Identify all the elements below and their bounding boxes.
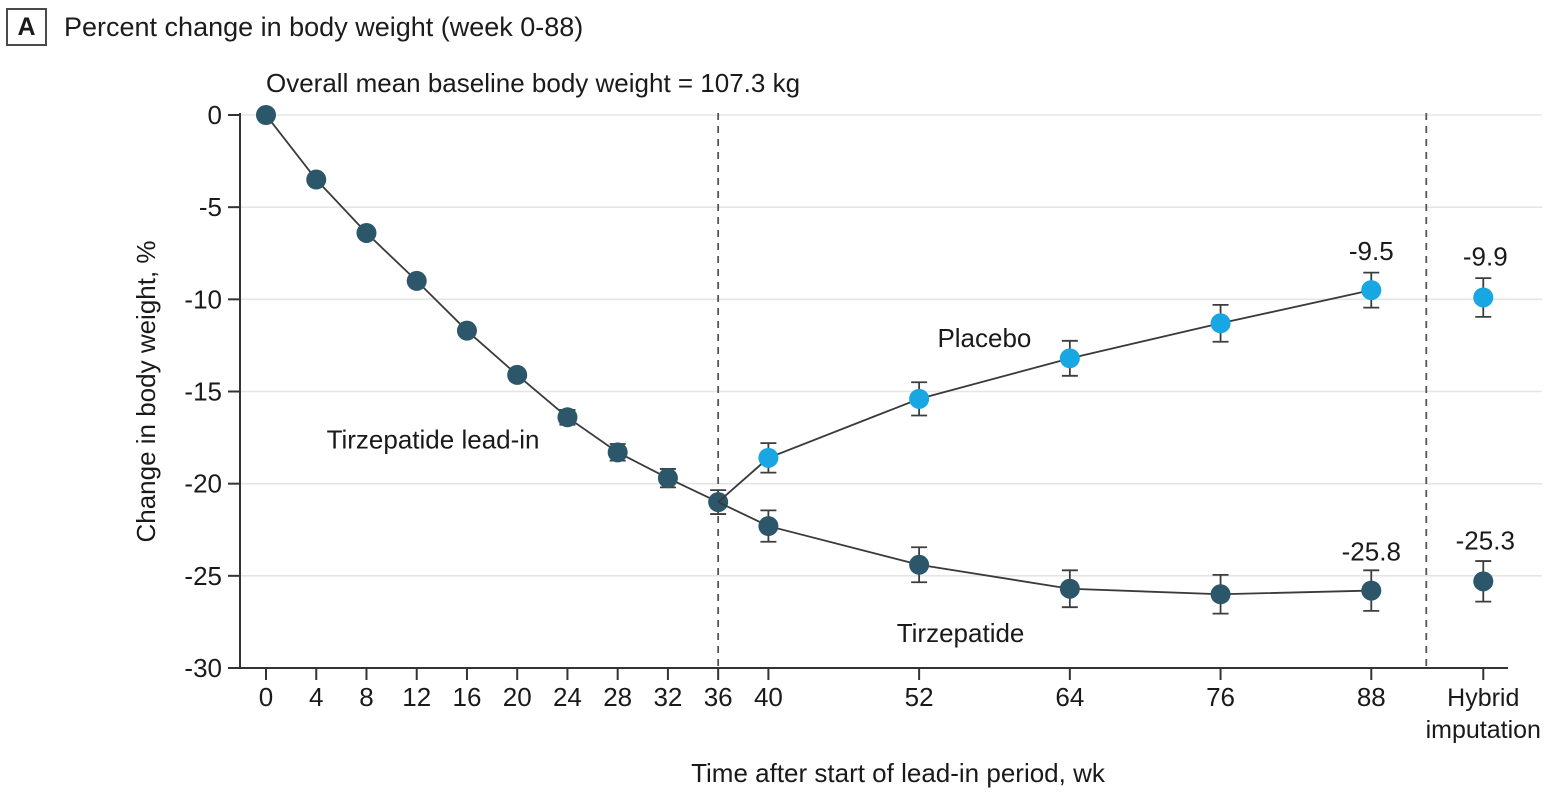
data-point xyxy=(657,468,678,489)
y-tick-label: -10 xyxy=(184,284,222,314)
x-tick-label-hybrid: Hybrid xyxy=(1447,684,1519,712)
data-point xyxy=(1059,578,1080,599)
x-tick-label: 8 xyxy=(359,682,373,712)
x-tick-label: 40 xyxy=(754,682,783,712)
data-point xyxy=(607,442,628,463)
value-label-hybrid: -9.9 xyxy=(1463,241,1508,271)
y-tick-label: -15 xyxy=(184,377,222,407)
x-tick-label: 32 xyxy=(653,682,682,712)
data-point xyxy=(306,169,327,190)
data-point xyxy=(909,554,930,575)
x-tick-label: 76 xyxy=(1206,682,1235,712)
x-tick-label: 12 xyxy=(402,682,431,712)
series-label-tirzepatide: Tirzepatide xyxy=(897,618,1025,648)
series-line-tirzepatide xyxy=(717,501,1372,596)
x-tick-label: 64 xyxy=(1055,682,1084,712)
data-point xyxy=(406,270,427,291)
data-point-hybrid xyxy=(1473,287,1494,308)
y-tick-label: -20 xyxy=(184,469,222,499)
x-tick-label: 4 xyxy=(309,682,323,712)
y-tick-label: -5 xyxy=(199,192,222,222)
x-tick-label: 36 xyxy=(704,682,733,712)
x-tick-label-hybrid: imputation xyxy=(1426,716,1541,744)
data-point xyxy=(758,516,779,537)
series-label-placebo: Placebo xyxy=(937,323,1031,353)
panel-title: Percent change in body weight (week 0-88… xyxy=(64,11,584,42)
series-line-placebo xyxy=(717,289,1372,503)
series-tirzepatide: -25.8 -25.3 xyxy=(717,501,1515,615)
x-tick-label: 0 xyxy=(259,682,273,712)
x-tick-label: 88 xyxy=(1357,682,1386,712)
data-point xyxy=(256,105,276,125)
value-label: -25.8 xyxy=(1342,537,1401,567)
y-axis-title: Change in body weight, % xyxy=(131,240,161,542)
data-point xyxy=(557,407,578,428)
data-point xyxy=(758,447,779,468)
y-tick-label: -25 xyxy=(184,561,222,591)
figure-header: A Percent change in body weight (week 0-… xyxy=(6,8,583,46)
y-tick-label: 0 xyxy=(208,100,222,130)
data-point xyxy=(1059,348,1080,369)
x-tick-label: 52 xyxy=(905,682,934,712)
y-tick-label: -30 xyxy=(184,653,222,683)
data-point xyxy=(507,364,528,385)
value-label-hybrid: -25.3 xyxy=(1456,525,1515,555)
series-placebo: -9.5 -9.9 xyxy=(717,236,1508,503)
x-tick-label: 20 xyxy=(503,682,532,712)
series-line-tirzepatide-lead-in xyxy=(265,114,719,503)
data-point xyxy=(1210,584,1231,605)
x-tick-label: 24 xyxy=(553,682,582,712)
data-point-hybrid xyxy=(1473,571,1494,592)
data-point xyxy=(1361,280,1382,301)
data-point xyxy=(1210,313,1231,334)
panel-label-badge: A xyxy=(6,8,47,46)
series-label-tirzepatide-lead-in: Tirzepatide lead-in xyxy=(327,424,540,454)
x-tick-label: 16 xyxy=(452,682,481,712)
value-label: -9.5 xyxy=(1349,236,1394,266)
data-point xyxy=(356,222,377,243)
chart-subtitle: Overall mean baseline body weight = 107.… xyxy=(266,68,800,98)
x-axis-title: Time after start of lead-in period, wk xyxy=(691,758,1106,788)
x-tick-label: 28 xyxy=(603,682,632,712)
data-point xyxy=(1361,580,1382,601)
data-point xyxy=(909,388,930,409)
data-point xyxy=(456,320,477,341)
